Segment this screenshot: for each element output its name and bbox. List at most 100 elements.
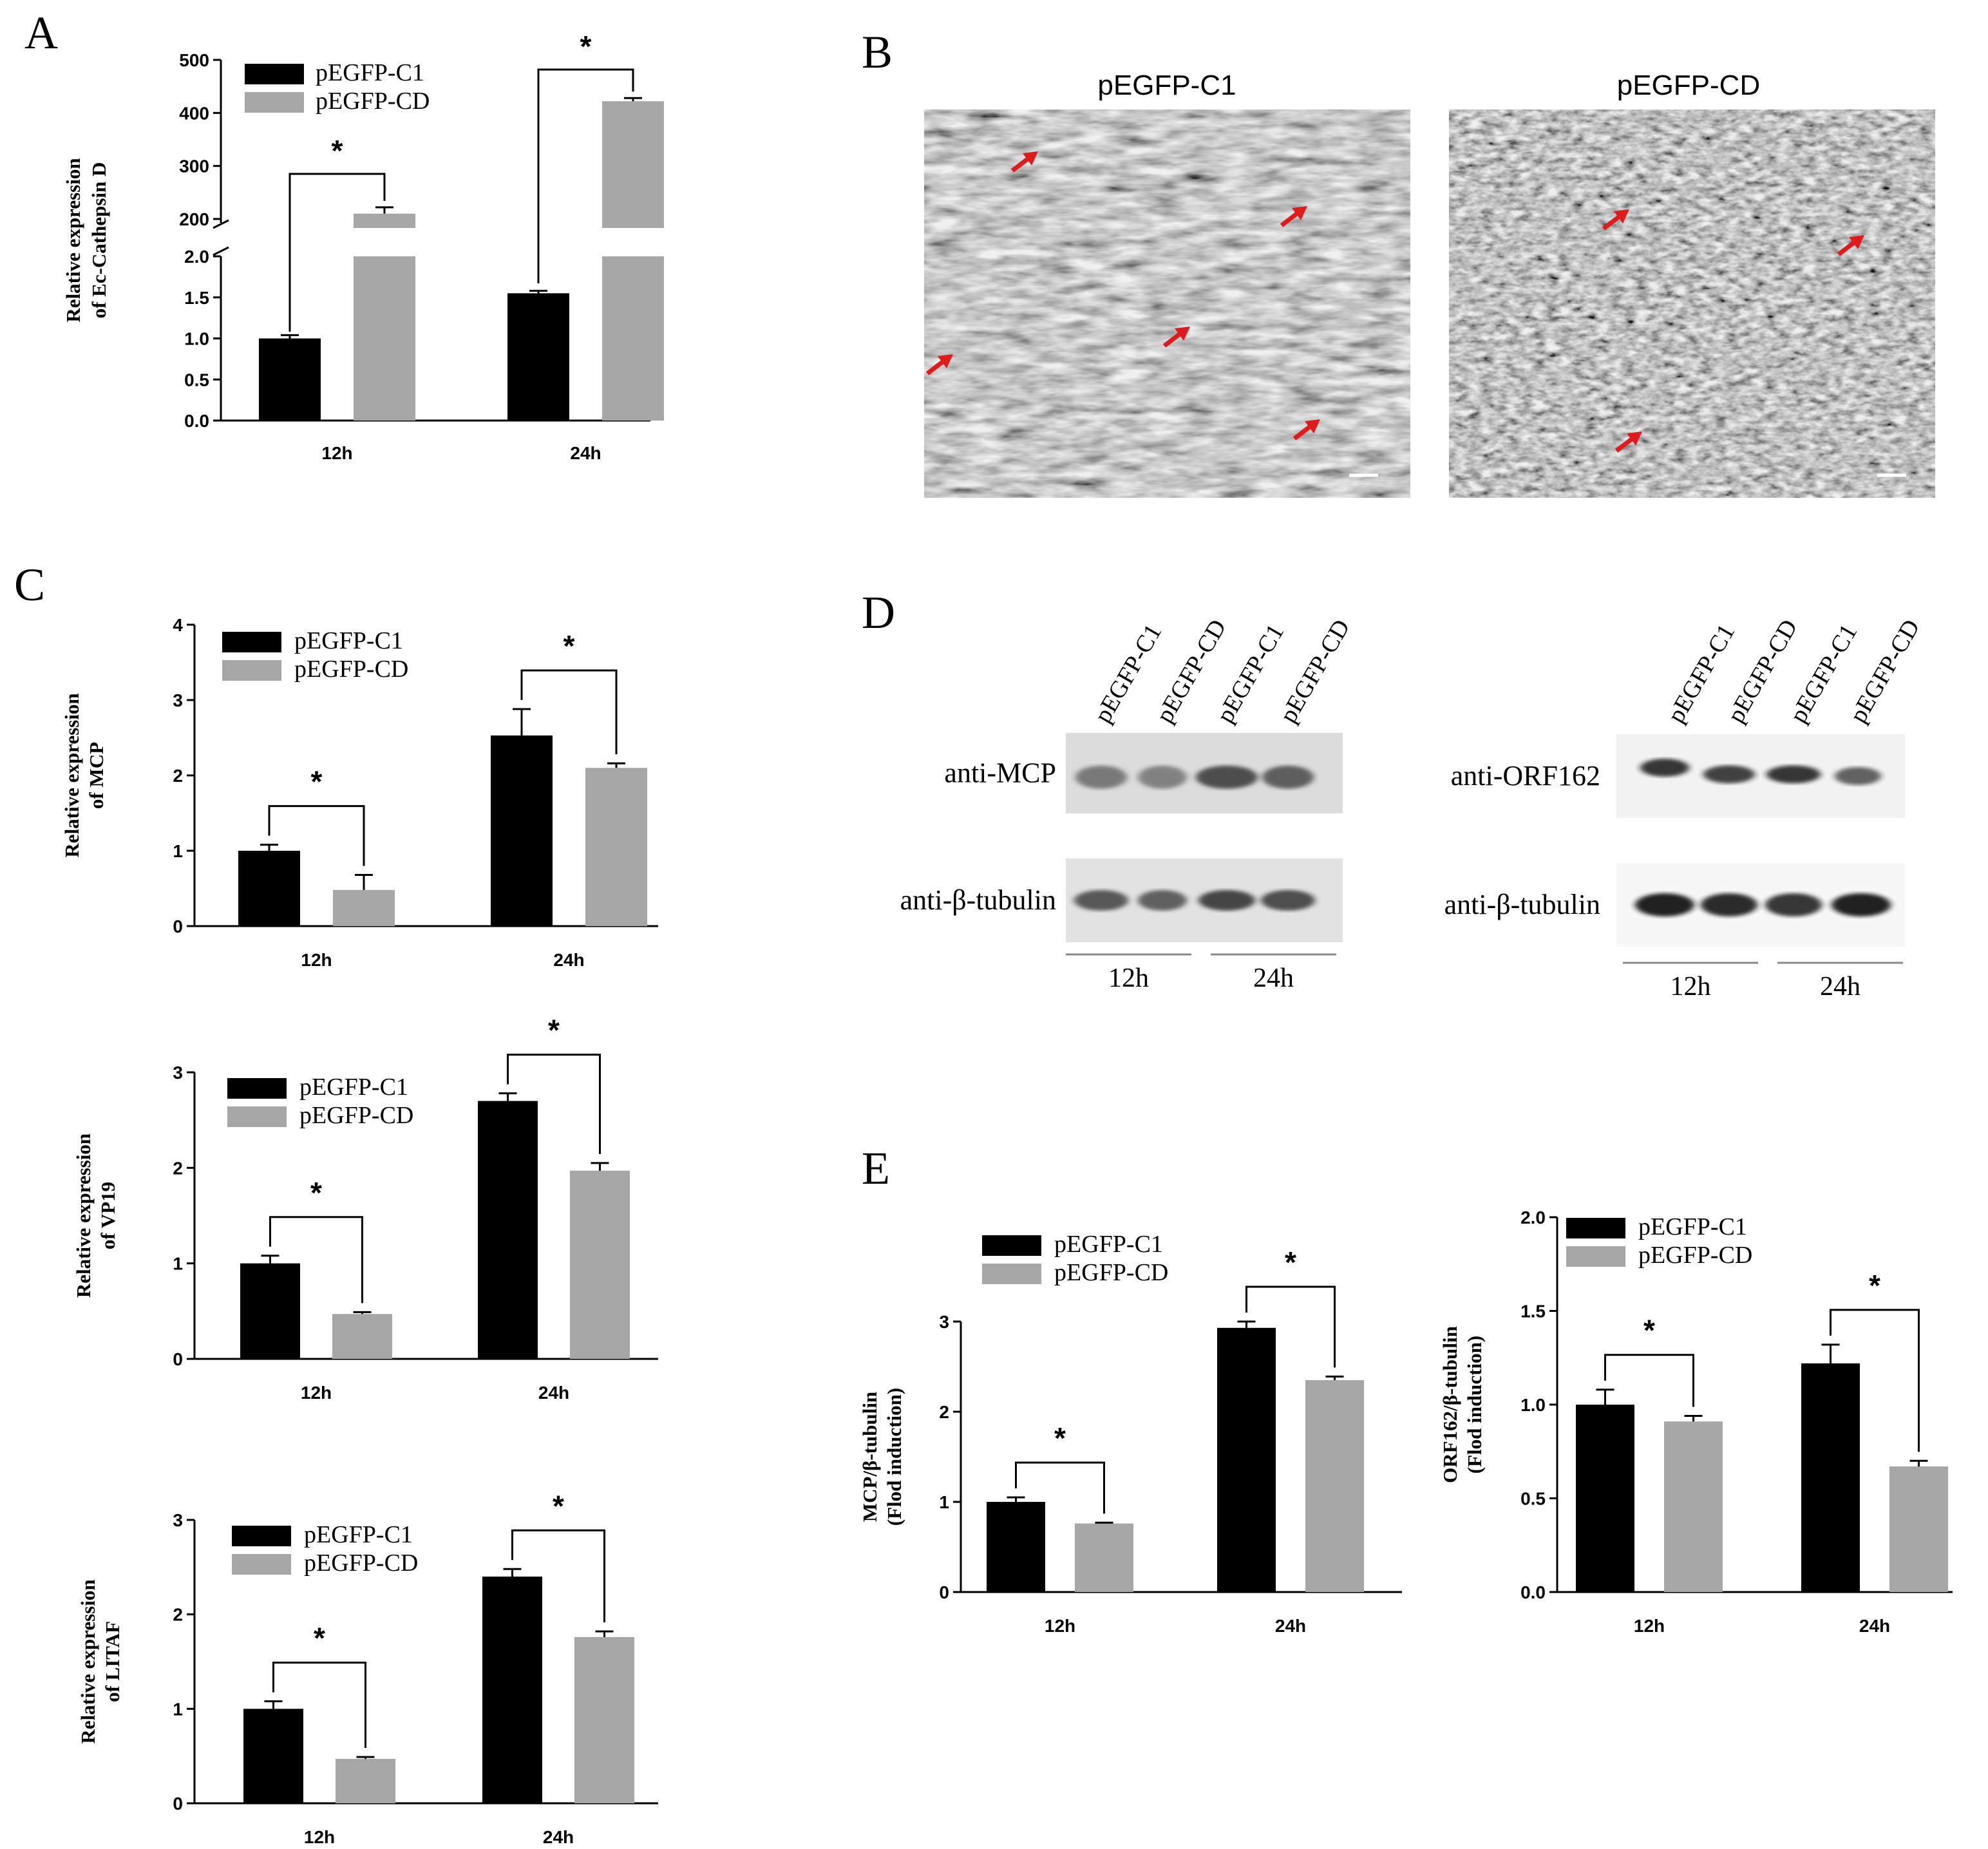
blot-time-label: 12h	[1108, 963, 1149, 993]
legend-label: pEGFP-CD	[316, 88, 430, 115]
blot-band	[1196, 765, 1258, 789]
y-tick-label: 0	[173, 1794, 183, 1814]
panel-label-c: C	[14, 559, 45, 611]
y-tick-label: 3	[173, 1510, 183, 1530]
x-tick-label: 24h	[553, 950, 584, 970]
significance-bracket	[537, 68, 634, 283]
significance-star: *	[310, 1176, 322, 1209]
legend-swatch	[222, 660, 281, 681]
significance-bracket	[511, 1529, 605, 1623]
blot-band	[1701, 893, 1757, 916]
significance-star: *	[1285, 1246, 1296, 1279]
significance-bracket	[1245, 1285, 1336, 1368]
y-tick-label: 0.5	[1520, 1489, 1546, 1509]
y-axis-label: Relative expression	[72, 1133, 95, 1298]
red-arrow-head	[938, 354, 953, 368]
bar-pEGFP-CD-12h-lower	[354, 256, 415, 421]
blot-left: pEGFP-C1pEGFP-CDpEGFP-C1pEGFP-CDanti-MCP…	[900, 615, 1356, 993]
bar-pEGFP-C1-24h	[478, 1101, 538, 1359]
y-tick-label: 0.0	[184, 411, 209, 431]
chart-e-orf162: 0.0 0.5 1.0 1.5 2.0 ORF162/β-tubulin (Flod ind…	[1439, 1208, 1953, 1636]
significance-bracket	[507, 1054, 601, 1154]
blot-row-label: anti-β-tubulin	[1444, 889, 1600, 920]
micrograph-title-left: pEGFP-C1	[1097, 70, 1236, 101]
bar-pEGFP-CD-12h	[336, 1759, 395, 1803]
x-tick-label: 24h	[1275, 1616, 1306, 1636]
blot-band	[1138, 765, 1187, 789]
significance-bracket	[289, 173, 386, 332]
red-arrow-head	[1849, 235, 1864, 249]
bar-pEGFP-CD-24h-upper	[602, 101, 664, 228]
y-axis-label: of Ec-Cathepsin D	[88, 162, 110, 319]
y-tick-label: 2	[173, 766, 183, 786]
bar-pEGFP-CD-12h	[333, 889, 395, 926]
y-tick-label: 2	[173, 1158, 183, 1178]
bar-pEGFP-C1-12h	[987, 1502, 1045, 1592]
bar-pEGFP-C1-12h	[238, 851, 300, 926]
significance-bracket	[1604, 1354, 1694, 1407]
legend-label: pEGFP-C1	[294, 627, 403, 654]
legend-label: pEGFP-CD	[299, 1102, 413, 1129]
significance-bracket	[1015, 1461, 1105, 1514]
legend-label: pEGFP-C1	[1054, 1231, 1163, 1258]
legend-swatch	[245, 64, 304, 84]
y-tick-label: 300	[179, 156, 209, 176]
bar-pEGFP-C1-24h	[482, 1577, 542, 1803]
legend-swatch	[232, 1526, 291, 1546]
y-tick-label: 0	[939, 1582, 949, 1602]
blot-band	[1198, 890, 1255, 911]
panel-label-d: D	[862, 587, 895, 638]
y-tick-label: 4	[173, 615, 183, 635]
bar-pEGFP-C1-12h	[259, 338, 321, 421]
bar-pEGFP-C1-24h	[1217, 1327, 1276, 1592]
blot-band	[1766, 765, 1821, 784]
y-tick-label: 1	[173, 841, 183, 861]
y-tick-label: 0.0	[1520, 1582, 1546, 1602]
y-tick-label: 1.0	[184, 329, 209, 349]
y-axis-label: ORF162/β-tubulin	[1439, 1326, 1461, 1483]
red-arrow-shaft	[1837, 240, 1857, 256]
significance-star: *	[314, 1622, 325, 1655]
red-arrow-head	[1175, 327, 1190, 341]
y-axis-label: of MCP	[85, 742, 108, 809]
y-tick-label: 1.5	[184, 288, 209, 308]
micrograph-right	[1449, 109, 1935, 498]
chart-c-vp19: 0 1 2 3 Relative expression of VP19 12h * 24h * pE…	[72, 1014, 658, 1403]
significance-bracket	[520, 669, 618, 755]
legend-swatch	[1566, 1246, 1625, 1267]
blot-band	[1075, 765, 1127, 789]
chart-a: 0.0 0.5 1.0 1.5 2.0 200 300 400 500 Relative expr…	[62, 30, 664, 463]
y-tick-label: 2.0	[1520, 1208, 1546, 1228]
blot-right: pEGFP-C1pEGFP-CDpEGFP-C1pEGFP-CDanti-ORF…	[1444, 615, 1926, 1001]
blot-band	[1703, 765, 1755, 784]
x-tick-label: 24h	[538, 1383, 569, 1403]
legend-label: pEGFP-CD	[304, 1550, 418, 1577]
red-arrow-shaft	[1602, 214, 1622, 231]
y-axis-label: Relative expression	[77, 1579, 99, 1743]
micrograph-title-right: pEGFP-CD	[1617, 70, 1760, 101]
significance-bracket	[268, 805, 365, 866]
x-tick-label: 12h	[1045, 1616, 1075, 1636]
blot-band	[1635, 893, 1694, 916]
legend-label: pEGFP-CD	[1638, 1242, 1752, 1269]
y-tick-label: 500	[179, 50, 209, 70]
bar-pEGFP-C1-12h	[1576, 1405, 1634, 1592]
y-tick-label: 3	[173, 1063, 183, 1083]
y-tick-label: 200	[179, 209, 209, 229]
significance-star: *	[548, 1014, 560, 1047]
blot-time-label: 12h	[1671, 972, 1711, 1001]
red-arrow-shaft	[1614, 436, 1635, 453]
y-tick-label: 0.5	[184, 370, 209, 390]
axis-break	[213, 246, 229, 256]
legend-swatch	[222, 632, 281, 652]
x-tick-label: 12h	[321, 443, 352, 463]
red-arrows	[925, 151, 1864, 453]
y-tick-label: 0	[173, 916, 183, 936]
bar-pEGFP-CD-12h	[1075, 1523, 1133, 1592]
panel-label-a: A	[24, 7, 58, 59]
bar-pEGFP-C1-12h	[240, 1263, 300, 1359]
x-tick-label: 24h	[1859, 1616, 1890, 1636]
blot-band	[1138, 890, 1187, 911]
blot-band	[1261, 890, 1315, 911]
